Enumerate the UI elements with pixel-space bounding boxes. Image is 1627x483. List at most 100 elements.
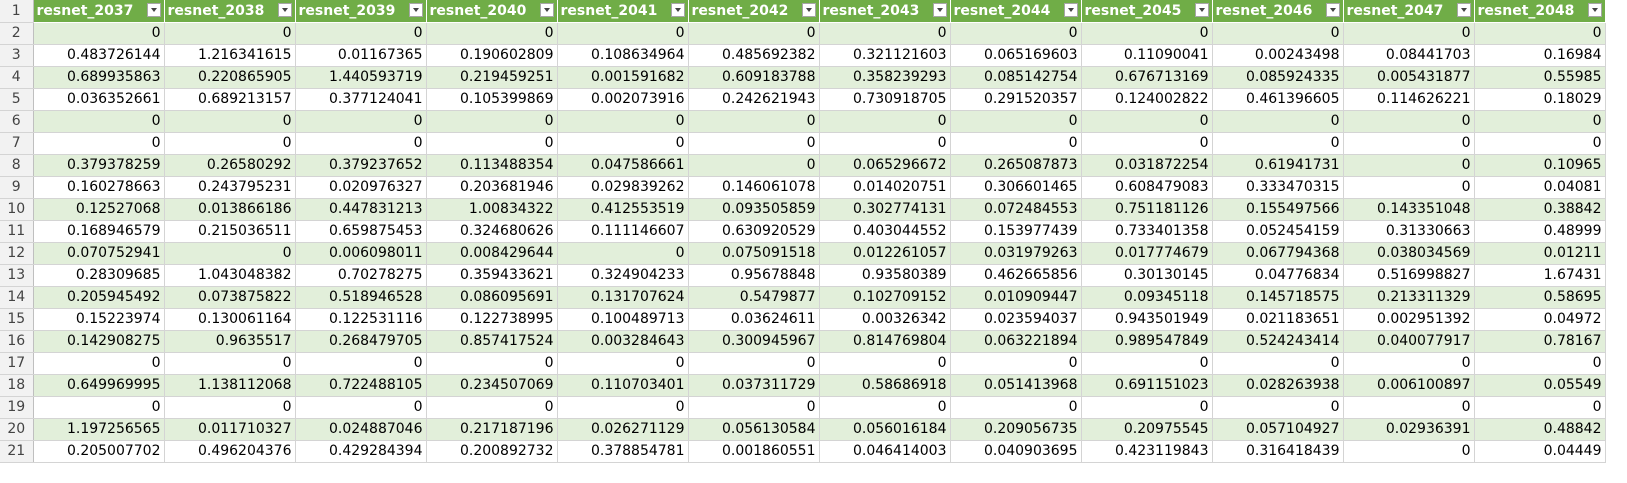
table-cell[interactable]: 1.043048382 bbox=[164, 264, 296, 287]
table-cell[interactable]: 0.038034569 bbox=[1343, 242, 1475, 265]
table-cell[interactable]: 0.48842 bbox=[1474, 418, 1606, 441]
row-number[interactable]: 2 bbox=[0, 22, 34, 45]
table-cell[interactable]: 0.013866186 bbox=[164, 198, 296, 221]
table-cell[interactable]: 0.04776834 bbox=[1212, 264, 1344, 287]
table-cell[interactable]: 0.31330663 bbox=[1343, 220, 1475, 243]
table-cell[interactable]: 0.689935863 bbox=[33, 66, 165, 89]
table-cell[interactable]: 0.047586661 bbox=[557, 154, 689, 177]
table-cell[interactable]: 0.78167 bbox=[1474, 330, 1606, 353]
table-cell[interactable]: 0.01167365 bbox=[295, 44, 427, 67]
table-cell[interactable]: 0.040903695 bbox=[950, 440, 1082, 463]
table-cell[interactable]: 0.006100897 bbox=[1343, 374, 1475, 397]
table-cell[interactable]: 0.024887046 bbox=[295, 418, 427, 441]
row-number[interactable]: 1 bbox=[0, 0, 34, 23]
table-cell[interactable]: 0.447831213 bbox=[295, 198, 427, 221]
table-cell[interactable]: 0 bbox=[164, 242, 296, 265]
filter-dropdown-icon[interactable] bbox=[670, 3, 685, 17]
table-cell[interactable]: 0 bbox=[164, 396, 296, 419]
table-cell[interactable]: 0.15223974 bbox=[33, 308, 165, 331]
table-cell[interactable]: 0 bbox=[819, 110, 951, 133]
table-cell[interactable]: 0.403044552 bbox=[819, 220, 951, 243]
row-number[interactable]: 20 bbox=[0, 418, 34, 441]
table-cell[interactable]: 0.029839262 bbox=[557, 176, 689, 199]
row-number[interactable]: 7 bbox=[0, 132, 34, 155]
table-cell[interactable]: 0.217187196 bbox=[426, 418, 558, 441]
table-cell[interactable]: 0.38842 bbox=[1474, 198, 1606, 221]
table-cell[interactable]: 0 bbox=[1212, 352, 1344, 375]
table-cell[interactable]: 0.130061164 bbox=[164, 308, 296, 331]
table-cell[interactable]: 0.379378259 bbox=[33, 154, 165, 177]
filter-dropdown-icon[interactable] bbox=[1587, 3, 1602, 17]
filter-dropdown-icon[interactable] bbox=[1325, 3, 1340, 17]
table-cell[interactable]: 0.057104927 bbox=[1212, 418, 1344, 441]
table-cell[interactable]: 0.021183651 bbox=[1212, 308, 1344, 331]
table-cell[interactable]: 0.461396605 bbox=[1212, 88, 1344, 111]
table-cell[interactable]: 0.234507069 bbox=[426, 374, 558, 397]
table-cell[interactable]: 0.012261057 bbox=[819, 242, 951, 265]
table-cell[interactable]: 0 bbox=[1474, 110, 1606, 133]
table-cell[interactable]: 0 bbox=[950, 132, 1082, 155]
table-cell[interactable]: 0 bbox=[1081, 132, 1213, 155]
table-cell[interactable]: 0 bbox=[688, 154, 820, 177]
table-cell[interactable]: 0 bbox=[688, 396, 820, 419]
table-cell[interactable]: 0 bbox=[557, 110, 689, 133]
table-cell[interactable]: 0.003284643 bbox=[557, 330, 689, 353]
table-cell[interactable]: 0.085142754 bbox=[950, 66, 1082, 89]
table-cell[interactable]: 0 bbox=[295, 22, 427, 45]
row-number[interactable]: 21 bbox=[0, 440, 34, 463]
table-cell[interactable]: 0 bbox=[819, 22, 951, 45]
table-cell[interactable]: 0.065169603 bbox=[950, 44, 1082, 67]
table-cell[interactable]: 0.291520357 bbox=[950, 88, 1082, 111]
table-cell[interactable]: 0 bbox=[426, 110, 558, 133]
table-cell[interactable]: 0.485692382 bbox=[688, 44, 820, 67]
table-cell[interactable]: 0.358239293 bbox=[819, 66, 951, 89]
table-cell[interactable]: 0.005431877 bbox=[1343, 66, 1475, 89]
table-cell[interactable]: 0 bbox=[426, 352, 558, 375]
table-cell[interactable]: 0.017774679 bbox=[1081, 242, 1213, 265]
table-cell[interactable]: 0.300945967 bbox=[688, 330, 820, 353]
table-cell[interactable]: 0 bbox=[164, 110, 296, 133]
table-cell[interactable]: 0.113488354 bbox=[426, 154, 558, 177]
table-cell[interactable]: 0.203681946 bbox=[426, 176, 558, 199]
table-cell[interactable]: 0.751181126 bbox=[1081, 198, 1213, 221]
table-cell[interactable]: 0 bbox=[1212, 110, 1344, 133]
table-cell[interactable]: 0 bbox=[164, 132, 296, 155]
table-cell[interactable]: 0.205007702 bbox=[33, 440, 165, 463]
table-cell[interactable]: 0 bbox=[33, 22, 165, 45]
table-cell[interactable]: 0.722488105 bbox=[295, 374, 427, 397]
table-cell[interactable]: 1.67431 bbox=[1474, 264, 1606, 287]
table-cell[interactable]: 0.168946579 bbox=[33, 220, 165, 243]
table-cell[interactable]: 0 bbox=[1474, 22, 1606, 45]
table-cell[interactable]: 0 bbox=[1081, 22, 1213, 45]
table-cell[interactable]: 0.659875453 bbox=[295, 220, 427, 243]
row-number[interactable]: 5 bbox=[0, 88, 34, 111]
table-cell[interactable]: 0.689213157 bbox=[164, 88, 296, 111]
table-cell[interactable]: 0.100489713 bbox=[557, 308, 689, 331]
table-cell[interactable]: 0.052454159 bbox=[1212, 220, 1344, 243]
table-cell[interactable]: 0.124002822 bbox=[1081, 88, 1213, 111]
table-cell[interactable]: 0.630920529 bbox=[688, 220, 820, 243]
table-cell[interactable]: 0.02936391 bbox=[1343, 418, 1475, 441]
column-header[interactable]: resnet_2039 bbox=[295, 0, 427, 23]
table-cell[interactable]: 0.220865905 bbox=[164, 66, 296, 89]
table-cell[interactable]: 0.04449 bbox=[1474, 440, 1606, 463]
row-number[interactable]: 17 bbox=[0, 352, 34, 375]
column-header[interactable]: resnet_2047 bbox=[1343, 0, 1475, 23]
table-cell[interactable]: 0.324904233 bbox=[557, 264, 689, 287]
table-cell[interactable]: 0.95678848 bbox=[688, 264, 820, 287]
table-cell[interactable]: 0.036352661 bbox=[33, 88, 165, 111]
row-number[interactable]: 18 bbox=[0, 374, 34, 397]
table-cell[interactable]: 0.483726144 bbox=[33, 44, 165, 67]
table-cell[interactable]: 0 bbox=[1343, 132, 1475, 155]
table-cell[interactable]: 0.205945492 bbox=[33, 286, 165, 309]
table-cell[interactable]: 0.010909447 bbox=[950, 286, 1082, 309]
table-cell[interactable]: 0 bbox=[33, 132, 165, 155]
table-cell[interactable]: 0.153977439 bbox=[950, 220, 1082, 243]
table-cell[interactable]: 0.423119843 bbox=[1081, 440, 1213, 463]
table-cell[interactable]: 0.93580389 bbox=[819, 264, 951, 287]
table-cell[interactable]: 0 bbox=[819, 352, 951, 375]
column-header[interactable]: resnet_2048 bbox=[1474, 0, 1606, 23]
table-cell[interactable]: 0 bbox=[950, 352, 1082, 375]
table-cell[interactable]: 0.242621943 bbox=[688, 88, 820, 111]
table-cell[interactable]: 0.676713169 bbox=[1081, 66, 1213, 89]
